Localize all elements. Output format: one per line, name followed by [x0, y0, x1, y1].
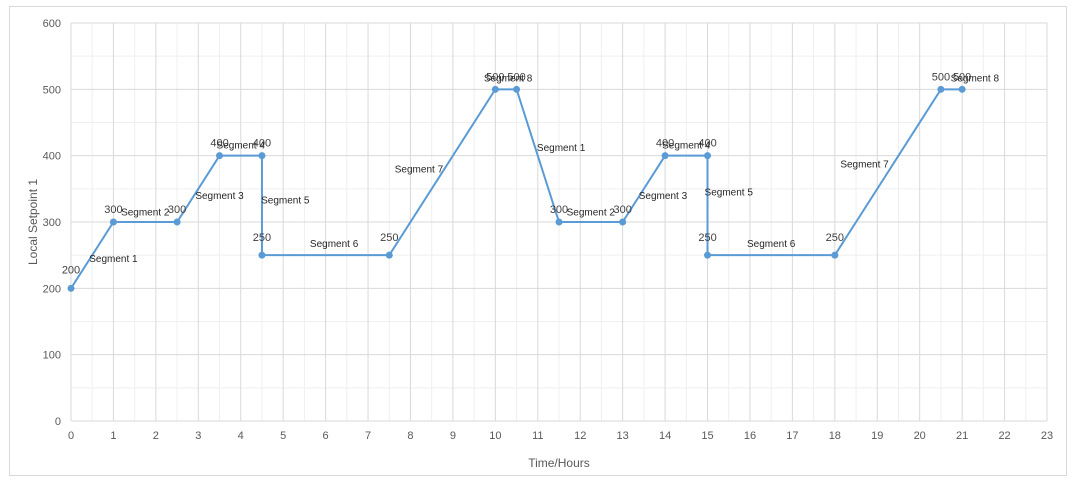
segment-label: Segment 8	[484, 73, 533, 84]
segment-label: Segment 6	[747, 239, 796, 250]
data-point	[216, 152, 224, 160]
data-label: 300	[550, 204, 568, 216]
y-tick-label: 600	[43, 18, 61, 30]
y-tick-label: 500	[43, 84, 61, 96]
data-point	[67, 284, 75, 292]
data-label: 250	[380, 232, 398, 244]
segment-label: Segment 3	[195, 191, 244, 202]
data-point	[619, 218, 627, 226]
data-label: 250	[698, 232, 716, 244]
data-point	[258, 251, 266, 259]
x-tick-label: 6	[323, 430, 329, 442]
x-tick-label: 14	[659, 430, 671, 442]
data-point	[258, 152, 266, 160]
x-tick-label: 18	[829, 430, 841, 442]
x-tick-label: 9	[450, 430, 456, 442]
x-tick-label: 0	[68, 430, 74, 442]
data-label: 300	[613, 204, 631, 216]
x-tick-label: 22	[998, 430, 1010, 442]
data-label: 300	[104, 204, 122, 216]
segment-labels: Segment 1 Segment 2 Segment 3 Segment 4 Segm…	[89, 73, 999, 264]
y-tick-label: 400	[43, 151, 61, 163]
data-label: 250	[826, 232, 844, 244]
y-tick-label: 0	[55, 416, 61, 428]
data-point	[555, 218, 563, 226]
segment-label: Segment 2	[567, 207, 616, 218]
segment-label: Segment 7	[840, 160, 889, 171]
x-tick-label: 2	[153, 430, 159, 442]
data-label: 500	[486, 71, 504, 83]
data-point	[109, 218, 117, 226]
y-tick-label: 200	[43, 283, 61, 295]
segment-label: Segment 6	[310, 239, 359, 250]
y-axis-ticks: 0 100 200 300 400 500 600	[43, 18, 61, 428]
data-label: 300	[168, 204, 186, 216]
data-points	[67, 85, 966, 292]
data-point	[831, 251, 839, 259]
x-tick-label: 13	[617, 430, 629, 442]
x-tick-label: 7	[365, 430, 371, 442]
data-label: 400	[210, 138, 228, 150]
x-tick-label: 5	[280, 430, 286, 442]
x-tick-label: 3	[195, 430, 201, 442]
data-label: 500	[507, 71, 525, 83]
segment-label: Segment 4	[662, 140, 711, 151]
x-tick-label: 15	[701, 430, 713, 442]
segment-label: Segment 1	[537, 143, 586, 154]
x-tick-label: 20	[914, 430, 926, 442]
x-tick-label: 8	[407, 430, 413, 442]
segment-label: Segment 5	[261, 195, 310, 206]
x-tick-label: 12	[574, 430, 586, 442]
data-point	[173, 218, 181, 226]
segment-label: Segment 1	[89, 254, 138, 265]
data-label: 200	[62, 264, 80, 276]
data-point	[958, 85, 966, 93]
chart-area: 0 100 200 300 400 500 600 0 1 2 3 4 5 6 7 8 9 10 11 12 13 14…	[9, 6, 1067, 476]
x-axis-ticks: 0 1 2 3 4 5 6 7 8 9 10 11 12 13 14 15 16 17 18 19 20 21 22 23	[68, 430, 1053, 442]
segment-label: Segment 8	[951, 73, 1000, 84]
data-point	[513, 85, 521, 93]
data-label: 400	[698, 138, 716, 150]
segment-label: Segment 2	[121, 207, 170, 218]
x-tick-label: 19	[871, 430, 883, 442]
data-label: 500	[932, 71, 950, 83]
data-label: 500	[953, 71, 971, 83]
data-label: 250	[253, 232, 271, 244]
segment-label: Segment 3	[639, 191, 688, 202]
x-tick-label: 4	[238, 430, 244, 442]
y-tick-label: 100	[43, 350, 61, 362]
y-axis-title: Local Setpoint 1	[26, 179, 40, 265]
x-tick-label: 11	[532, 430, 543, 442]
segment-label: Segment 5	[705, 187, 754, 198]
x-axis-title: Time/Hours	[528, 456, 590, 470]
x-tick-label: 23	[1041, 430, 1053, 442]
data-point	[491, 85, 499, 93]
x-tick-label: 17	[786, 430, 798, 442]
data-point	[937, 85, 945, 93]
data-label: 400	[656, 138, 674, 150]
y-tick-label: 300	[43, 217, 61, 229]
x-tick-label: 1	[110, 430, 116, 442]
segment-label: Segment 7	[395, 164, 444, 175]
data-label: 400	[253, 138, 271, 150]
data-point	[661, 152, 669, 160]
x-tick-label: 16	[744, 430, 756, 442]
x-tick-label: 10	[489, 430, 501, 442]
data-point	[385, 251, 393, 259]
data-point	[704, 152, 712, 160]
data-point	[704, 251, 712, 259]
segment-label: Segment 4	[217, 140, 266, 151]
x-tick-label: 21	[956, 430, 968, 442]
